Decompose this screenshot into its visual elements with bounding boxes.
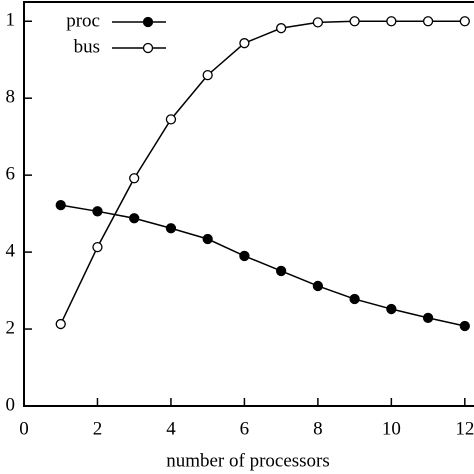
x-tick-label: 12 bbox=[455, 418, 474, 439]
data-point bbox=[202, 233, 213, 245]
data-point bbox=[239, 38, 250, 49]
data-point bbox=[422, 16, 434, 27]
y-tick-label: 1 bbox=[6, 10, 16, 31]
x-tick-label: 2 bbox=[93, 418, 103, 439]
legend-label: proc bbox=[66, 10, 100, 31]
data-point bbox=[92, 206, 103, 217]
x-axis-label: number of processors bbox=[166, 450, 330, 471]
data-point bbox=[129, 173, 140, 184]
x-tick-label: 10 bbox=[382, 418, 401, 439]
series-line bbox=[60, 20, 465, 325]
data-point bbox=[55, 200, 66, 211]
data-point bbox=[275, 23, 287, 34]
y-tick-label: 0 bbox=[6, 394, 16, 415]
series-line bbox=[60, 204, 465, 327]
legend-marker bbox=[142, 42, 154, 54]
y-tick-label: 6 bbox=[6, 164, 16, 185]
data-point bbox=[459, 16, 470, 27]
data-point bbox=[386, 16, 397, 27]
x-tick-label: 4 bbox=[166, 418, 176, 439]
x-tick-label: 6 bbox=[240, 418, 250, 439]
y-tick-label: 8 bbox=[6, 87, 16, 108]
y-tick-label: 2 bbox=[6, 317, 16, 338]
data-point bbox=[386, 303, 397, 315]
legend-label: bus bbox=[74, 36, 100, 57]
data-point bbox=[422, 312, 434, 324]
data-point bbox=[349, 293, 360, 305]
data-point bbox=[275, 265, 287, 277]
data-point bbox=[312, 17, 324, 28]
plot-frame bbox=[23, 1, 474, 407]
data-point bbox=[165, 114, 177, 125]
x-tick-label: 0 bbox=[19, 418, 29, 439]
data-point bbox=[239, 250, 250, 262]
data-point bbox=[312, 280, 324, 292]
legend-marker bbox=[142, 16, 154, 28]
data-point bbox=[459, 320, 470, 332]
data-point bbox=[129, 213, 140, 224]
data-point bbox=[165, 223, 177, 234]
data-point bbox=[202, 69, 213, 81]
data-point bbox=[92, 241, 103, 253]
x-tick-label: 8 bbox=[313, 418, 323, 439]
data-point bbox=[55, 318, 66, 330]
y-tick-label: 4 bbox=[6, 240, 16, 261]
data-point bbox=[349, 16, 360, 27]
